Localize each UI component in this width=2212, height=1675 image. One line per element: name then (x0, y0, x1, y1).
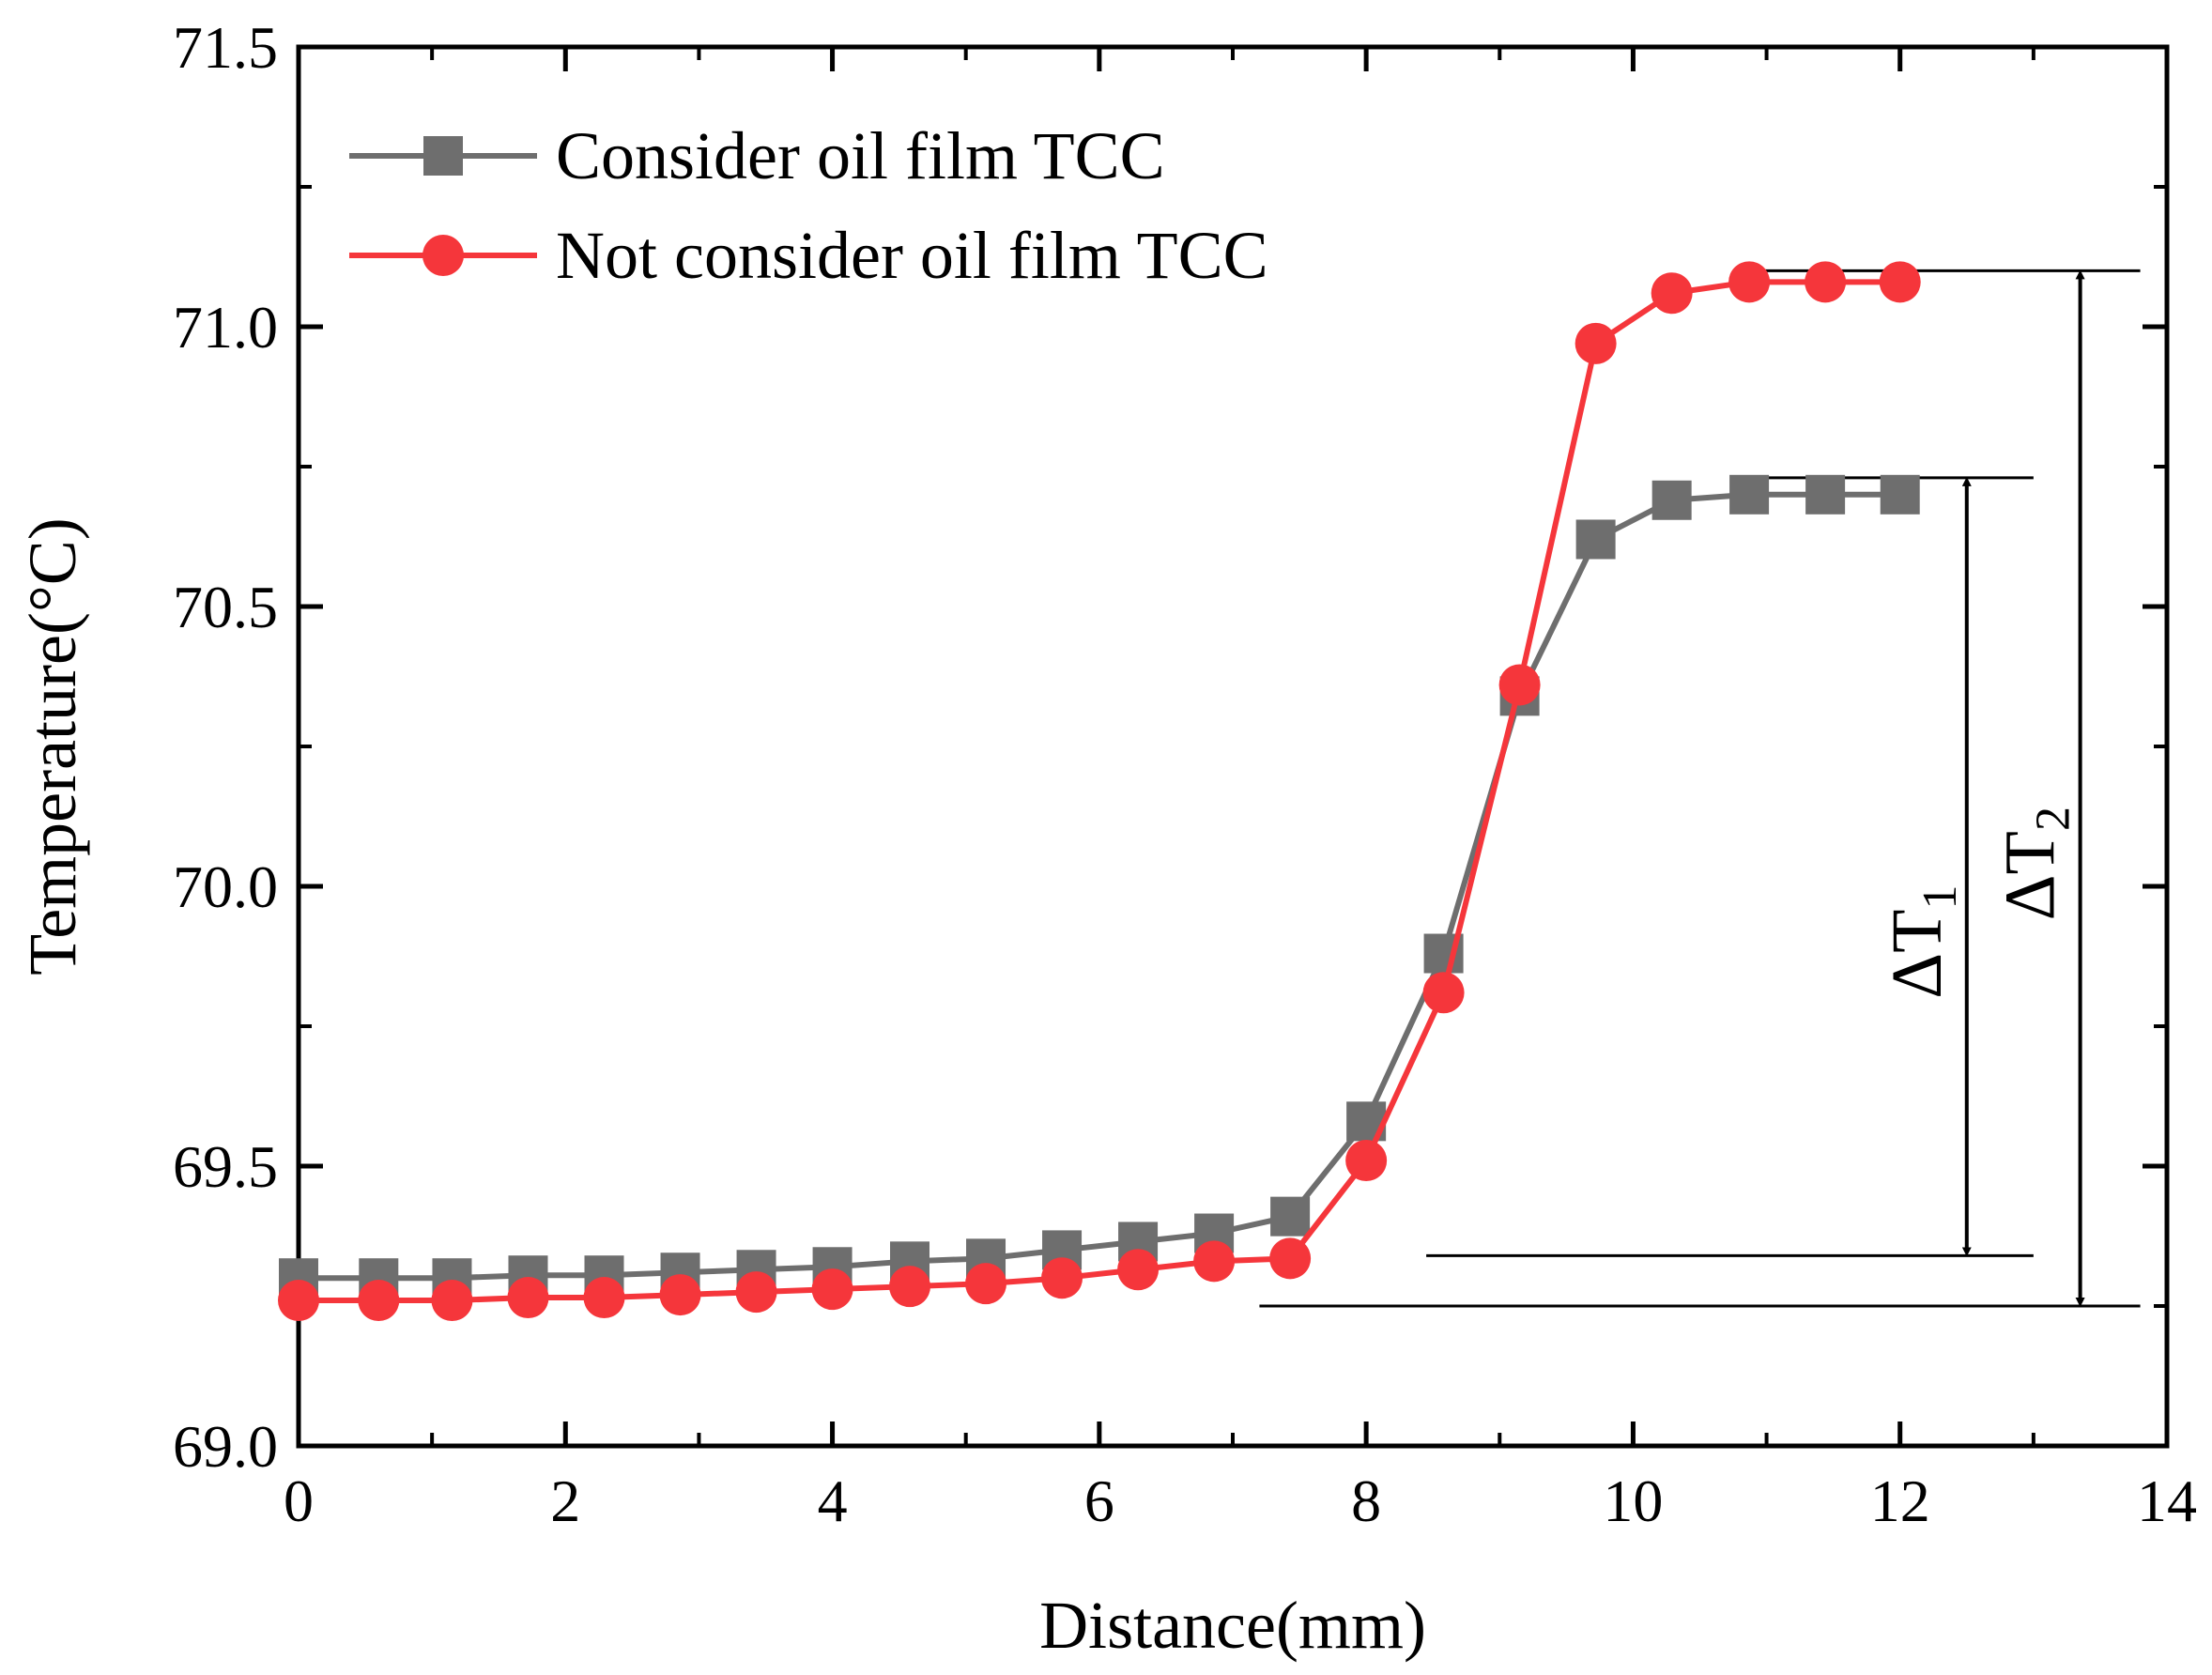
data-point-not-consider (507, 1277, 549, 1319)
data-point-not-consider (1728, 261, 1771, 303)
x-tick-label: 14 (2137, 1468, 2197, 1534)
y-axis-ticks: 69.0 69.5 70.0 70.5 71.0 71.5 (173, 14, 2167, 1480)
legend: Consider oil film TCC Not consider oil f… (349, 118, 1268, 293)
y-axis-title: Temperature(°C) (15, 517, 90, 976)
legend-label-consider: Consider oil film TCC (556, 118, 1165, 193)
y-tick-label: 69.0 (173, 1413, 278, 1480)
legend-marker-circle (422, 235, 464, 276)
data-point-not-consider (965, 1263, 1007, 1305)
series-line-not-consider (299, 279, 1900, 1304)
data-point-consider (1880, 474, 1920, 515)
x-tick-label: 8 (1351, 1468, 1381, 1534)
data-point-not-consider (358, 1280, 400, 1322)
data-point-not-consider (1575, 322, 1617, 364)
x-axis-ticks: 0 2 4 6 8 10 12 14 (284, 47, 2197, 1534)
y-tick-label: 69.5 (173, 1133, 278, 1200)
y-tick-label: 71.5 (173, 14, 278, 81)
legend-marker-square (423, 136, 463, 176)
legend-label-not-consider: Not consider oil film TCC (556, 218, 1268, 293)
data-point-not-consider (811, 1268, 853, 1311)
y-tick-label: 70.0 (173, 853, 278, 920)
x-tick-label: 2 (550, 1468, 580, 1534)
annotation-label-delta-t2: ΔT2 (1991, 807, 2081, 920)
annotation-label-delta-t1: ΔT1 (1878, 884, 1967, 998)
data-point-not-consider (1498, 664, 1541, 706)
data-point-not-consider (1422, 972, 1465, 1014)
data-point-consider (1729, 474, 1770, 515)
data-point-not-consider (278, 1280, 319, 1322)
data-point-not-consider (1041, 1257, 1083, 1299)
data-point-not-consider (659, 1274, 701, 1316)
data-point-consider (1805, 474, 1846, 515)
data-point-consider (1270, 1196, 1311, 1237)
data-point-not-consider (735, 1271, 777, 1314)
x-tick-label: 6 (1084, 1468, 1114, 1534)
x-axis-title: Distance(mm) (1039, 1588, 1426, 1663)
y-tick-label: 71.0 (173, 294, 278, 361)
data-point-not-consider (1805, 261, 1847, 303)
y-tick-label: 70.5 (173, 574, 278, 640)
data-point-not-consider (1345, 1140, 1388, 1182)
data-point-not-consider (583, 1277, 625, 1319)
delta-t-annotations: ΔT1 ΔT2 (1259, 269, 2141, 1308)
data-point-consider (1651, 480, 1692, 520)
data-point-not-consider (1269, 1237, 1312, 1280)
x-tick-label: 12 (1870, 1468, 1930, 1534)
x-tick-label: 10 (1603, 1468, 1663, 1534)
data-point-not-consider (1879, 261, 1921, 303)
data-point-not-consider (431, 1280, 473, 1322)
data-point-not-consider (1651, 272, 1693, 315)
data-point-not-consider (1193, 1240, 1236, 1283)
x-tick-label: 4 (818, 1468, 848, 1534)
series-line-consider (299, 491, 1900, 1282)
data-point-consider (1575, 519, 1616, 560)
data-point-not-consider (889, 1266, 931, 1308)
x-tick-label: 0 (284, 1468, 314, 1534)
data-point-not-consider (1117, 1249, 1160, 1291)
data-series (278, 261, 1921, 1322)
